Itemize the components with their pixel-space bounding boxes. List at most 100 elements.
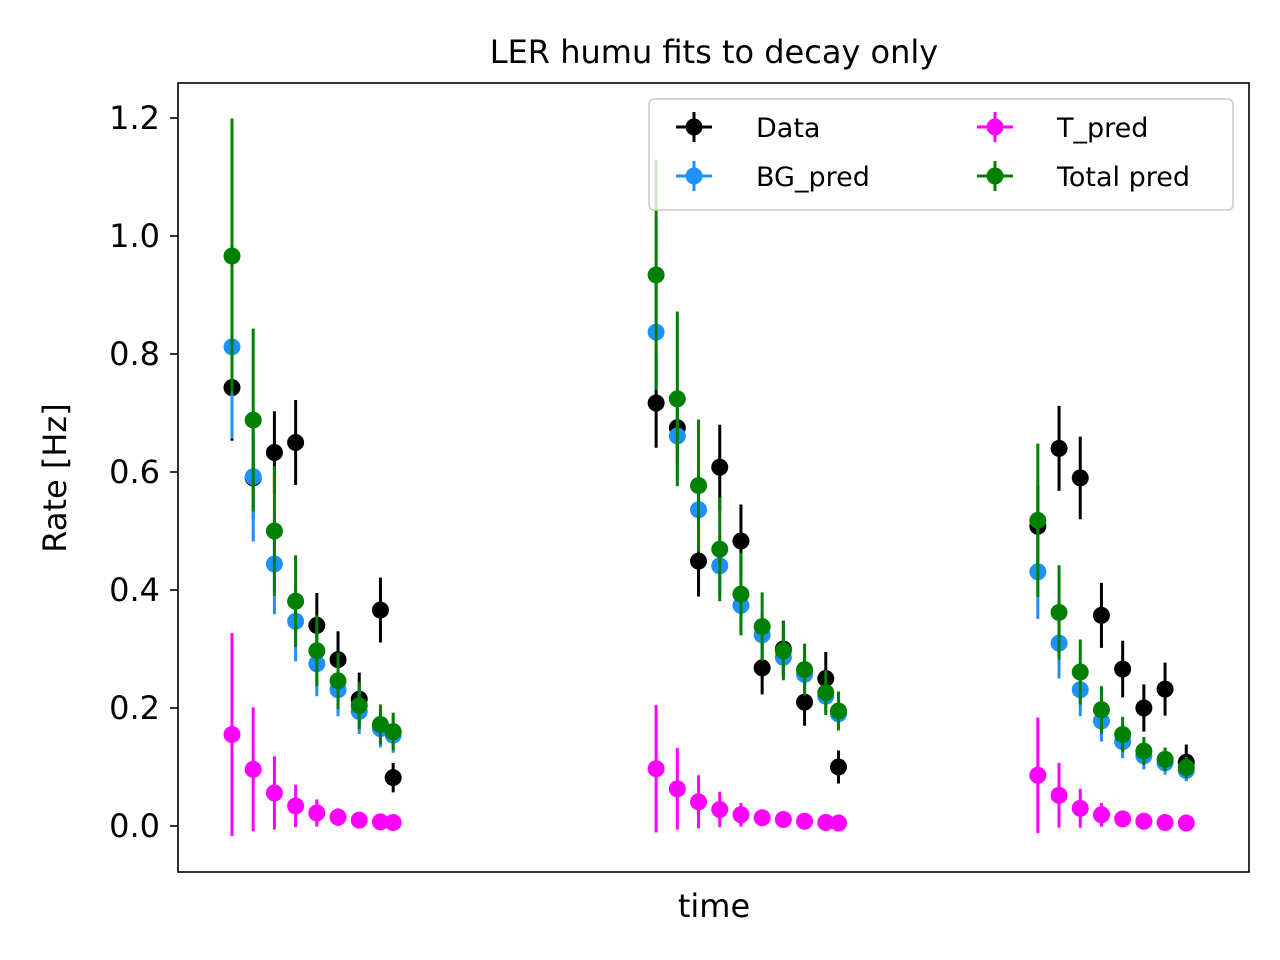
data-point [265, 444, 283, 462]
data-point [1071, 469, 1089, 487]
data-point [287, 434, 305, 451]
data-point [371, 716, 389, 734]
series-t-pred [223, 633, 1195, 837]
data-point [829, 758, 847, 776]
y-tick-label: 0.8 [109, 335, 160, 373]
data-point [817, 813, 835, 831]
data-point [732, 585, 750, 603]
series-total-pred [223, 118, 1195, 779]
data-point [384, 769, 402, 787]
legend-item: Data [676, 112, 820, 144]
legend-swatch-marker [685, 167, 703, 185]
data-point [774, 642, 792, 660]
data-point [265, 522, 283, 540]
data-point [350, 811, 368, 829]
data-point [244, 411, 262, 429]
data-point [287, 592, 305, 610]
legend-item: Total pred [977, 161, 1190, 193]
series-bg-pred [223, 255, 1195, 782]
data-point [1177, 759, 1195, 777]
legend: Data BG_pred T_pred Total pred [648, 98, 1234, 211]
data-point [223, 247, 241, 265]
y-tick-label: 0.4 [109, 571, 160, 609]
x-axis-label: time [678, 887, 750, 925]
data-point [690, 793, 708, 811]
data-point [690, 477, 708, 495]
y-tick-label: 1.0 [109, 217, 160, 255]
data-point [753, 618, 771, 636]
y-tick-label: 1.2 [109, 99, 160, 137]
data-point [774, 811, 792, 829]
data-point [711, 540, 729, 558]
data-point [1156, 680, 1174, 698]
data-point [796, 812, 814, 830]
data-point [329, 808, 347, 826]
legend-swatch-marker [986, 118, 1004, 136]
data-point [1156, 813, 1174, 831]
data-point [265, 784, 283, 802]
data-point [668, 780, 686, 798]
data-point [1114, 726, 1132, 744]
legend-frame [648, 98, 1234, 211]
data-point [223, 726, 241, 744]
chart-title: LER humu fits to decay only [490, 33, 938, 71]
legend-label: T_pred [1056, 113, 1148, 144]
data-point [829, 814, 847, 832]
data-point [668, 390, 686, 408]
y-tick-label: 0.2 [109, 689, 160, 727]
data-point [1135, 699, 1153, 717]
data-point [1177, 814, 1195, 832]
data-point [1092, 606, 1110, 624]
data-point [711, 458, 729, 476]
data-point [1071, 799, 1089, 817]
data-point [690, 552, 708, 570]
data-point [308, 804, 326, 822]
legend-label: Data [756, 113, 820, 144]
data-point [1050, 603, 1068, 621]
data-point [371, 601, 389, 619]
axes-frame [177, 82, 1250, 873]
y-axis-label: Rate [Hz] [36, 403, 74, 552]
legend-item: BG_pred [676, 161, 870, 193]
legend-label: BG_pred [756, 162, 870, 193]
legend-label: Total pred [1056, 162, 1190, 193]
plot-area [223, 118, 1195, 837]
data-point [1135, 812, 1153, 830]
data-point [1092, 806, 1110, 824]
data-point [647, 760, 665, 778]
data-point [711, 800, 729, 818]
data-point [287, 797, 305, 815]
data-point [647, 266, 665, 284]
y-tick-label: 0.6 [109, 453, 160, 491]
series-data [223, 334, 1195, 793]
data-point [350, 697, 368, 715]
data-point [1092, 701, 1110, 719]
data-point [329, 672, 347, 690]
legend-item: T_pred [977, 112, 1148, 144]
data-point [1135, 742, 1153, 760]
axes: 0.0 0.2 0.4 0.6 0.8 1.0 1.2 [109, 82, 1250, 873]
data-point [1114, 810, 1132, 828]
data-point [1071, 663, 1089, 681]
data-point [1050, 439, 1068, 457]
data-point [244, 760, 262, 778]
data-point [817, 684, 835, 702]
data-point [732, 532, 750, 550]
data-point [1050, 786, 1068, 804]
data-point [1029, 766, 1047, 784]
data-point [371, 813, 389, 831]
data-point [1029, 511, 1047, 529]
data-point [796, 661, 814, 679]
data-point [1114, 660, 1132, 678]
data-point [753, 809, 771, 827]
data-point [308, 642, 326, 660]
legend-swatch-marker [685, 118, 703, 136]
data-point [796, 693, 814, 711]
data-point [732, 806, 750, 824]
data-point [384, 813, 402, 831]
data-point [753, 659, 771, 677]
data-point [1156, 750, 1174, 768]
y-tick-label: 0.0 [109, 807, 160, 845]
data-point [647, 394, 665, 412]
